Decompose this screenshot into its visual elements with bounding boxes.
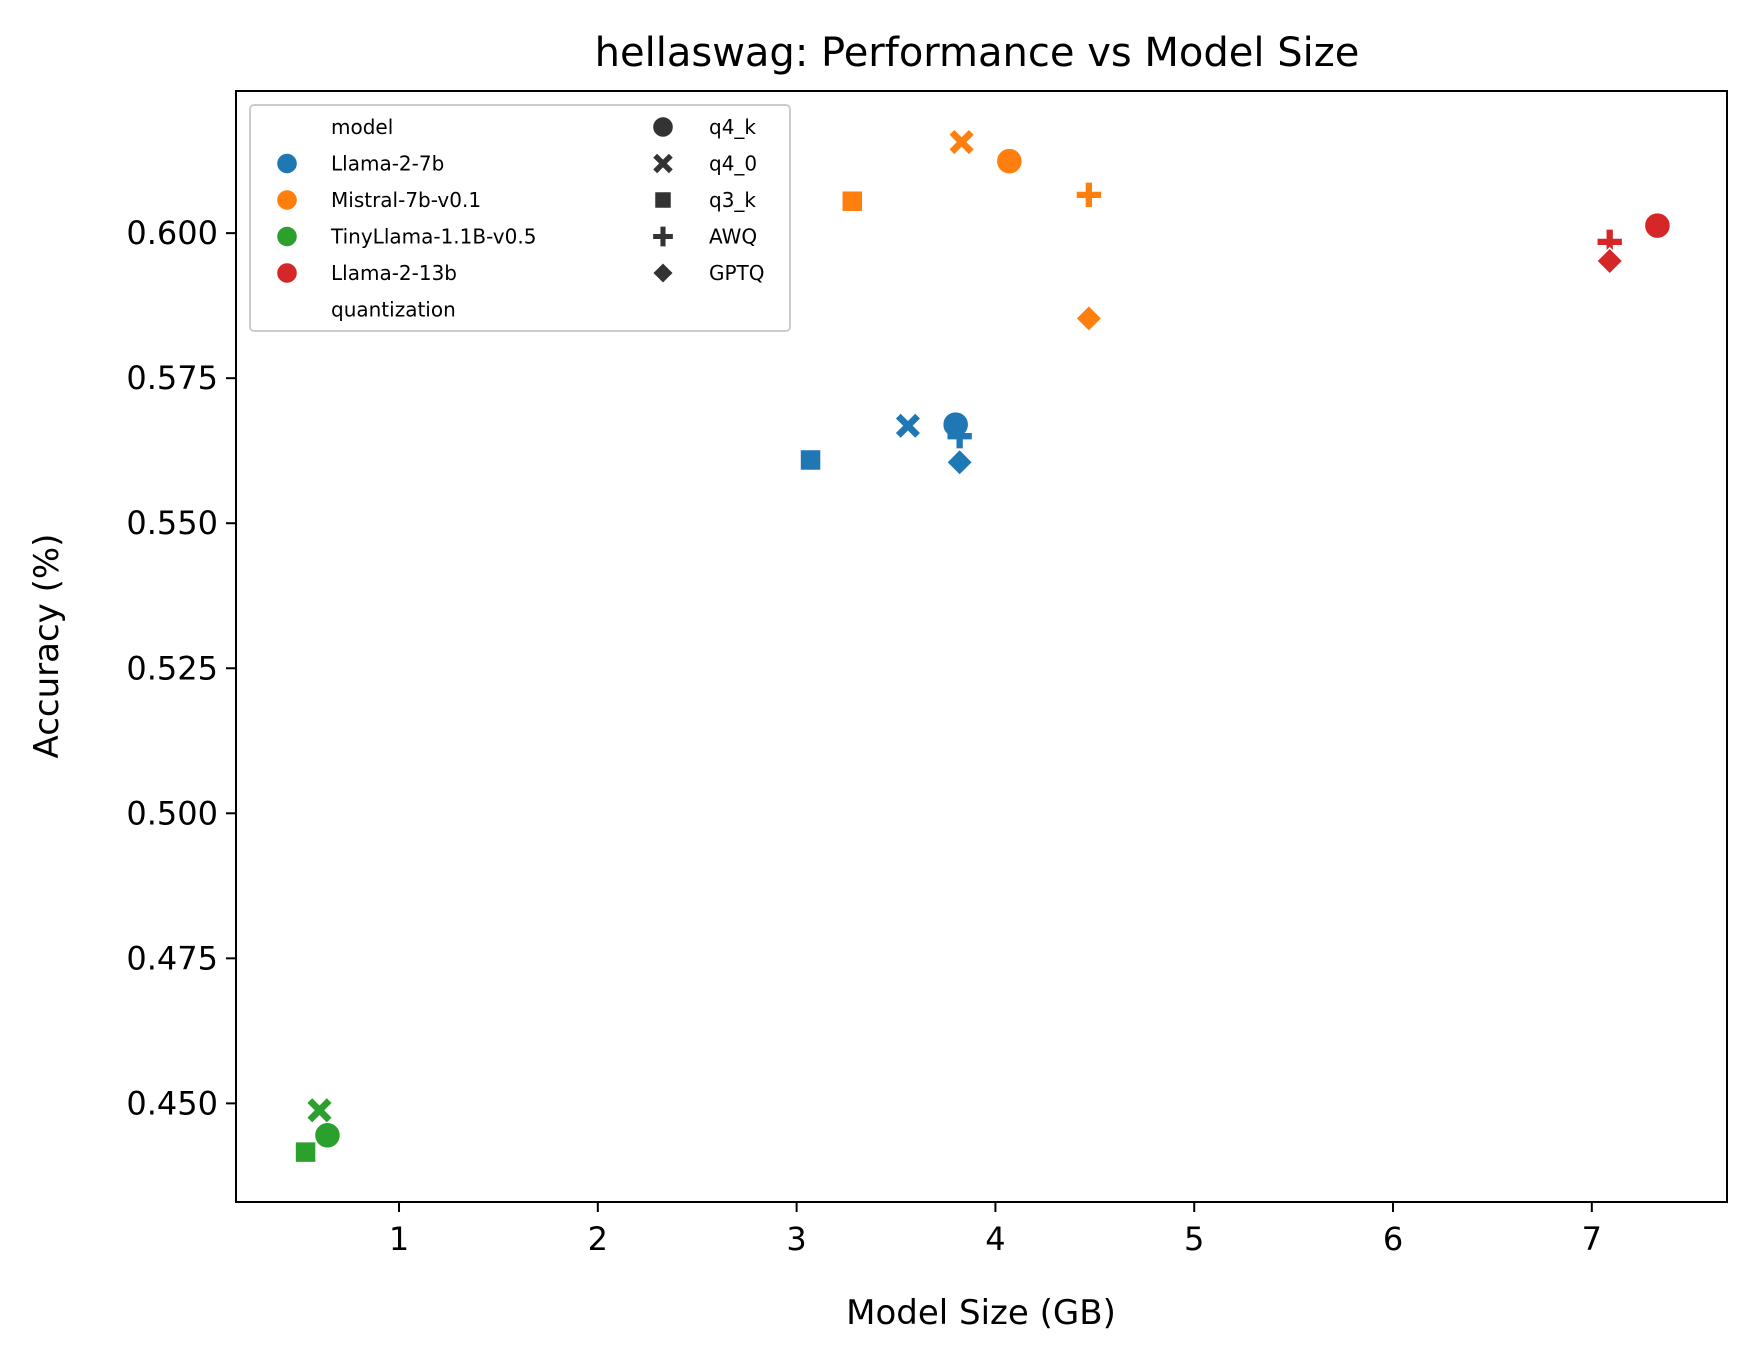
legend-marker [275,152,299,175]
y-tick-label: 0.575 [126,359,218,397]
legend-label: q4_0 [709,152,757,176]
legend-marker [653,153,673,174]
legend-marker [275,225,299,248]
y-tick-label: 0.525 [126,649,218,687]
y-axis-label: Accuracy (%) [27,534,67,759]
data-point [841,189,864,213]
legend-marker [653,190,673,210]
legend-label: Mistral-7b-v0.1 [331,188,481,212]
data-point [1643,211,1672,240]
legend-label: Llama-2-13b [331,261,457,285]
y-tick-label: 0.450 [126,1084,218,1122]
x-tick-label: 2 [588,1220,608,1258]
legend-label: Llama-2-7b [331,152,444,176]
legend-label: q4_k [709,115,756,139]
x-tick-label: 5 [1184,1220,1204,1258]
legend-marker [651,115,675,139]
x-tick-label: 7 [1582,1220,1602,1258]
x-tick-label: 6 [1383,1220,1403,1258]
data-point [294,1140,317,1164]
y-tick-label: 0.475 [126,939,218,977]
data-point [1595,246,1624,276]
data-point [945,448,974,477]
data-point [947,424,972,449]
x-tick-label: 1 [389,1220,409,1258]
legend-label: GPTQ [709,261,765,285]
x-axis: 1 2 3 4 5 6 7 [389,1202,1602,1258]
data-point [307,1098,332,1123]
data-point [949,130,974,155]
legend: model Llama-2-7b Mistral-7b-v0.1 TinyLlama-… [249,104,791,332]
legend-marker [275,188,299,212]
data-point [995,147,1024,175]
y-tick-label: 0.550 [126,504,218,542]
legend-marker [651,261,675,285]
legend-hue-title: model [331,115,393,139]
y-tick-label: 0.600 [126,214,218,252]
y-tick-label: 0.500 [126,794,218,832]
data-point [895,413,920,438]
data-point [799,448,822,472]
legend-label: AWQ [709,225,757,249]
plot-area-frame [235,90,1728,1203]
legend-label: q3_k [709,188,756,212]
legend-style-title: quantization [331,298,456,322]
legend-marker [275,261,299,285]
chart-title: hellaswag: Performance vs Model Size [595,30,1360,76]
y-axis: 0.450 0.475 0.500 0.525 0.550 0.575 0.600 [126,214,236,1122]
data-point [1074,304,1103,333]
x-tick-label: 4 [985,1220,1005,1258]
data-point [313,1121,342,1150]
x-tick-label: 3 [786,1220,806,1258]
legend-marker [653,226,673,247]
data-point [1076,182,1102,208]
x-axis-label: Model Size (GB) [846,1293,1116,1333]
legend-label: TinyLlama-1.1B-v0.5 [330,225,536,249]
